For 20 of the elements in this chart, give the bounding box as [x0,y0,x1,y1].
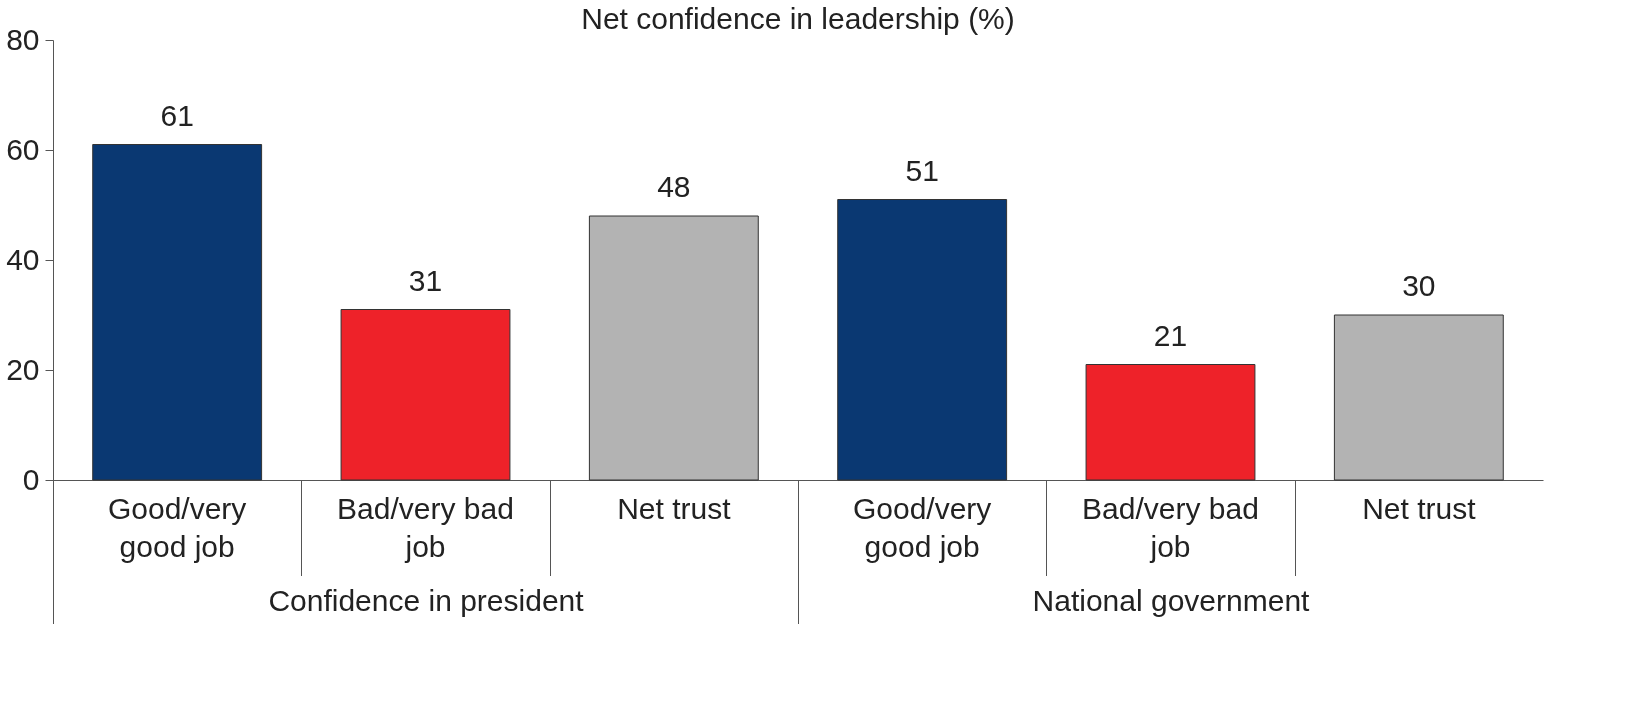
x-tick-label: Net trust [617,491,732,525]
x-tick-label: Net trust [1362,491,1477,525]
x-tick-label: Bad/very bad job [337,491,514,563]
data-label: 51 [905,153,939,187]
text: Confidence in president [53,576,798,624]
y-tick-label: 40 [6,242,40,276]
x-tick-label: Bad/very bad job [1082,491,1259,563]
x-tick-label: Good/very good job [852,491,992,563]
data-label: 30 [1402,269,1436,302]
chart-title: Net confidence in leadership (%) [581,2,1015,35]
y-tick-label: 0 [22,462,40,496]
data-label: 61 [160,98,194,132]
data-label: 21 [1153,318,1188,352]
data-label: 31 [408,263,443,297]
y-tick-label: 80 [6,22,40,56]
data-label: 48 [657,170,691,203]
y-tick-label: 20 [6,352,40,386]
text: National government [798,576,1543,624]
x-tick-label: Good/very good job [107,491,247,563]
y-tick-label: 60 [6,132,40,166]
